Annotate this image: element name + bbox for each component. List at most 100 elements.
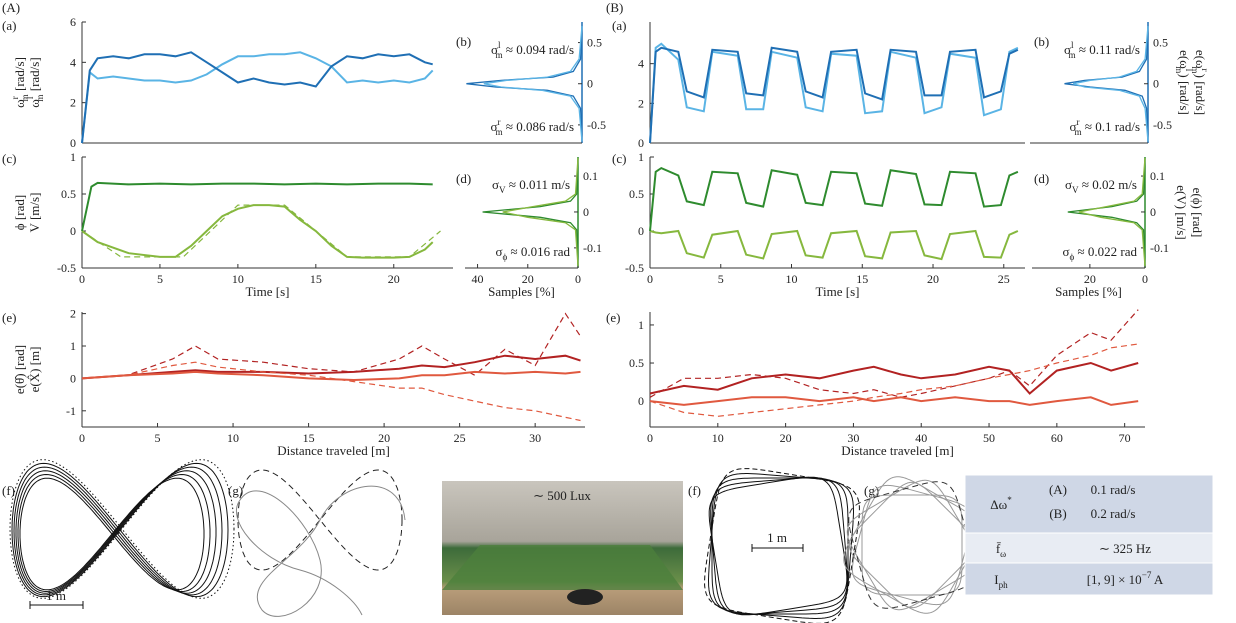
y-axis-label: ωlm [rad/s] [25, 57, 45, 107]
text-part: σ [495, 244, 502, 259]
text-part: [rad/s] [12, 57, 27, 94]
text-part: Δω [990, 497, 1007, 512]
text-part: σ [490, 119, 497, 134]
text-part: V [499, 185, 506, 195]
annotation: σr m ≈ 0.086 rad/s [490, 117, 574, 137]
x-tick-label: 0 [1142, 272, 1148, 286]
distribution-line [1067, 158, 1146, 266]
y-tick-label: 6 [70, 15, 76, 29]
panel-label: (g) [864, 483, 879, 498]
trajectory [848, 481, 976, 609]
text-part: ≈ 0.02 m/s [1079, 177, 1137, 192]
text-part: e(ω [1177, 50, 1192, 69]
panel-label: (b) [1034, 34, 1049, 49]
text-part: σ [1065, 177, 1072, 192]
panel-label: (A) [2, 0, 20, 15]
text-part: m [35, 95, 45, 102]
x-axis-label: Time [s] [816, 284, 860, 299]
text-part: ϕ [1069, 252, 1074, 262]
text-part: e(θ̂) [rad] [12, 345, 27, 394]
x-tick-label: 70 [1119, 431, 1131, 445]
series-line [649, 46, 1019, 144]
text-part: e(ϕ) [rad] [1190, 188, 1205, 238]
text-part: l [25, 96, 35, 99]
panel-label: (g) [228, 483, 243, 498]
x-tick-label: 20 [388, 272, 400, 286]
panel-label: (d) [1034, 171, 1049, 186]
x-tick-label: 0 [79, 431, 85, 445]
y-tick-label: 2 [638, 96, 644, 110]
text-part: ≈ 0.022 rad [1074, 244, 1137, 259]
trajectory [710, 477, 848, 615]
x-axis-label: Samples [%] [488, 284, 555, 299]
table-cell: 0.1 rad/s [1091, 482, 1136, 497]
series-line [649, 166, 1019, 232]
text-part: r [1200, 69, 1210, 72]
text-part: I [994, 572, 998, 587]
annotation: σV ≈ 0.011 m/s [492, 177, 570, 195]
text-part: ω [1000, 549, 1006, 559]
y-tick-label: 0.1 [1150, 169, 1165, 183]
panel-label: (f) [688, 483, 701, 498]
trajectory [11, 462, 229, 598]
y-tick-label: -0.5 [625, 261, 644, 275]
series-line [81, 51, 433, 144]
y-tick-label: 0.5 [587, 36, 602, 50]
x-tick-label: 20 [927, 272, 939, 286]
y-tick-label: 1 [70, 150, 76, 164]
y-tick-label: 0.1 [583, 169, 598, 183]
y-tick-label: 0.5 [61, 187, 76, 201]
text-part: ≈ 0.016 rad [507, 244, 570, 259]
y-tick-label: 4 [638, 57, 644, 71]
table-symbol: Iph [994, 572, 1008, 590]
y-axis-label: e(ωrm) [rad/s] [1190, 50, 1210, 115]
y-tick-label: 0 [1150, 205, 1156, 219]
text-part: m [496, 50, 503, 60]
x-tick-label: 20 [780, 431, 792, 445]
panel-label: (B) [606, 0, 623, 15]
series-line [81, 354, 581, 380]
text-part: ≈ 0.11 rad/s [1076, 42, 1140, 57]
x-tick-label: 40 [472, 272, 484, 286]
panel-label: (c) [2, 151, 16, 166]
y-tick-label: -1 [66, 404, 76, 418]
annotation: σl m ≈ 0.094 rad/s [491, 40, 574, 60]
x-tick-label: 40 [915, 431, 927, 445]
text-part: σ [492, 177, 499, 192]
y-tick-label: 0 [587, 77, 593, 91]
text-part: l [1071, 40, 1074, 50]
y-tick-label: 0.5 [629, 356, 644, 370]
text-part: ≈ 0.1 rad/s [1082, 119, 1140, 134]
text-part: ω [27, 99, 42, 108]
x-tick-label: 0 [575, 272, 581, 286]
text-part: 0.1 rad/s [1091, 482, 1136, 497]
panel-label: (e) [606, 310, 620, 325]
photo-robot [567, 589, 603, 605]
x-tick-label: 20 [522, 272, 534, 286]
table-cell: (B) [1049, 506, 1066, 521]
y-axis-label: e(ϕ) [rad] [1190, 188, 1205, 238]
x-axis-label: Distance traveled [m] [277, 443, 390, 458]
y-tick-label: 2 [70, 307, 76, 321]
distribution-line [483, 26, 583, 142]
y-tick-label: 0.5 [1153, 36, 1168, 50]
x-tick-label: 20 [378, 431, 390, 445]
text-part: V [1072, 185, 1079, 195]
text-part: m [1075, 127, 1082, 137]
text-part: σ [1062, 244, 1069, 259]
table-cell: 0.2 rad/s [1091, 506, 1136, 521]
photo-caption: ∼ 500 Lux [533, 488, 591, 503]
text-part: A [1151, 572, 1164, 587]
trajectory [9, 459, 235, 599]
panel-label: (a) [612, 18, 626, 33]
x-tick-label: 25 [998, 272, 1010, 286]
text-part: m [496, 127, 503, 137]
trajectory [851, 484, 973, 606]
x-tick-label: 0 [647, 431, 653, 445]
distribution-line [502, 158, 579, 266]
text-part: ϕ [502, 252, 507, 262]
y-tick-label: -0.1 [1150, 241, 1169, 255]
text-part: ph [999, 580, 1009, 590]
y-tick-label: 2 [70, 96, 76, 110]
